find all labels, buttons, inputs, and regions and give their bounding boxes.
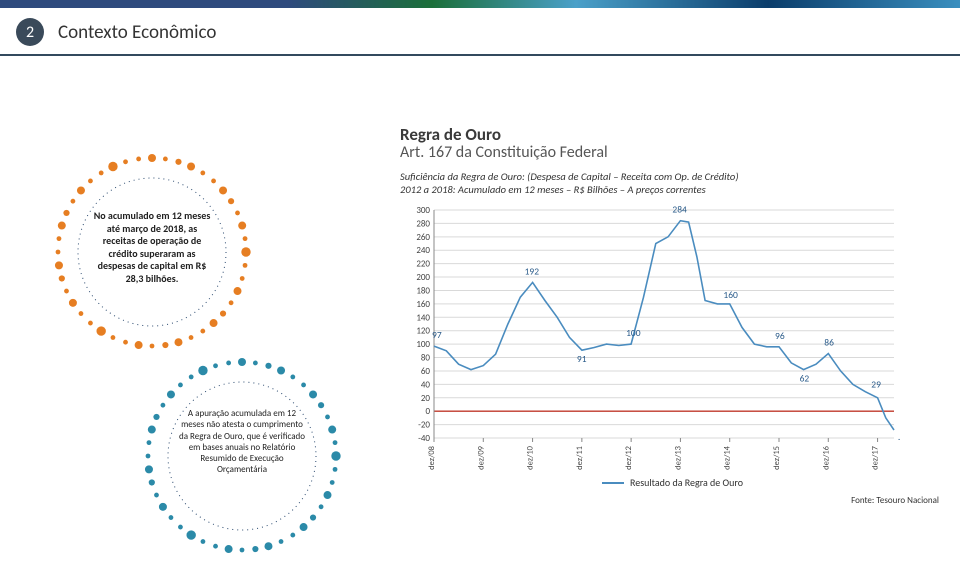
svg-text:-40: -40 [418, 433, 430, 444]
info-circle-2: A apuração acumulada em 12 meses não ate… [132, 346, 352, 566]
svg-text:60: 60 [421, 366, 431, 377]
svg-text:86: 86 [824, 337, 834, 349]
svg-text:dez/17: dez/17 [871, 445, 881, 470]
line-chart-svg: -40 -20 0 20 40 60 80 100 120 140 160 180 200 220 240 2… [400, 202, 900, 472]
section-number-badge: 2 [16, 18, 44, 46]
svg-text:40: 40 [421, 379, 431, 390]
chart-subtitle: Art. 167 da Constituição Federal [400, 143, 945, 162]
legend-label: Resultado da Regra de Ouro [630, 476, 743, 489]
svg-text:-20: -20 [418, 420, 430, 431]
chart-block: Regra de Ouro Art. 167 da Constituição F… [400, 124, 945, 506]
svg-text:120: 120 [416, 326, 430, 337]
svg-text:97: 97 [432, 329, 442, 341]
info-circle-1-text: No acumulado em 12 meses até março de 20… [90, 210, 214, 285]
svg-text:dez/10: dez/10 [526, 445, 536, 470]
svg-text:62: 62 [800, 373, 810, 385]
svg-text:300: 300 [416, 205, 430, 216]
legend-swatch [602, 482, 624, 484]
svg-text:dez/09: dez/09 [476, 445, 486, 470]
svg-text:160: 160 [416, 299, 430, 310]
section-title: Contexto Econômico [58, 21, 216, 44]
section-number: 2 [26, 23, 34, 42]
svg-text:29: 29 [871, 379, 881, 391]
svg-text:260: 260 [416, 232, 430, 243]
section-header: 2 Contexto Econômico [0, 8, 960, 56]
svg-text:100: 100 [626, 327, 641, 339]
svg-text:240: 240 [416, 245, 430, 256]
chart-description-1: Suficiência da Regra de Ouro: (Despesa d… [400, 170, 945, 183]
svg-text:91: 91 [577, 353, 587, 365]
svg-text:192: 192 [525, 265, 540, 277]
svg-text:dez/15: dez/15 [772, 446, 782, 470]
svg-text:20: 20 [421, 393, 431, 404]
svg-text:-28: -28 [898, 433, 900, 445]
svg-text:96: 96 [775, 330, 785, 342]
svg-text:dez/16: dez/16 [821, 445, 831, 470]
info-circle-1: No acumulado em 12 meses até março de 20… [42, 142, 262, 362]
svg-text:80: 80 [421, 353, 431, 364]
svg-text:280: 280 [416, 218, 430, 229]
svg-text:160: 160 [723, 289, 738, 301]
svg-text:dez/11: dez/11 [575, 446, 585, 470]
svg-text:0: 0 [425, 406, 430, 417]
info-circle-2-text: A apuração acumulada em 12 meses não ate… [178, 408, 306, 476]
svg-text:dez/08: dez/08 [427, 446, 437, 470]
svg-text:dez/12: dez/12 [624, 446, 634, 470]
line-chart: -40 -20 0 20 40 60 80 100 120 140 160 180 200 220 240 2… [400, 202, 945, 472]
svg-text:180: 180 [416, 285, 430, 296]
svg-text:dez/14: dez/14 [723, 445, 733, 470]
svg-text:100: 100 [416, 339, 430, 350]
svg-text:200: 200 [416, 272, 430, 283]
svg-text:dez/13: dez/13 [673, 446, 683, 470]
svg-text:140: 140 [416, 312, 430, 323]
svg-text:220: 220 [416, 259, 430, 270]
chart-legend: Resultado da Regra de Ouro [400, 476, 945, 489]
svg-text:284: 284 [672, 204, 687, 216]
chart-source: Fonte: Tesouro Nacional [400, 495, 945, 506]
chart-title: Regra de Ouro [400, 124, 945, 145]
decorative-top-strip [0, 0, 960, 8]
chart-description-2: 2012 a 2018: Acumulado em 12 meses – R$ … [400, 183, 945, 196]
